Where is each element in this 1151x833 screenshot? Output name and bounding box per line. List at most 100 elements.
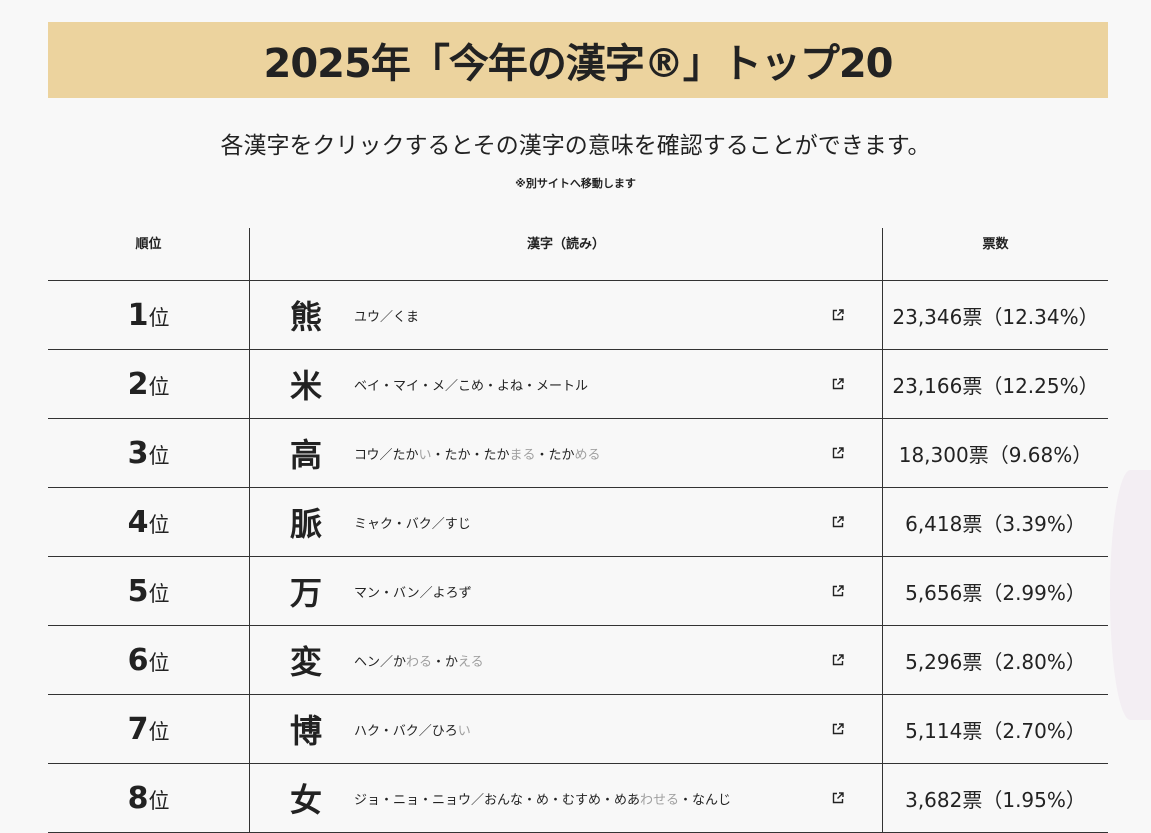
kanji-reading: ユウ／くま (354, 306, 832, 325)
reading-part: マン・バン／よろず (354, 585, 472, 601)
vote-count: 23,166票（12.25%） (892, 373, 1099, 398)
reading-part: ハク・バク／ひろ (354, 723, 458, 739)
reading-part: ユウ／くま (354, 309, 420, 325)
rank-cell: 7位 (48, 694, 250, 764)
title-banner: 2025年「今年の漢字®」トップ20 (48, 22, 1108, 98)
table-row: 3位 高 コウ／たかい・たか・たかまる・たかめる 18,300票（9.68%） (48, 418, 1108, 488)
votes-cell: 18,300票（9.68%） (882, 418, 1108, 488)
rank-cell: 3位 (48, 418, 250, 488)
okurigana: わせる (640, 792, 680, 808)
reading-part: ミャク・バク／すじ (354, 516, 471, 532)
kanji-link[interactable]: 米 ベイ・マイ・メ／こめ・よね・メートル (250, 361, 882, 407)
kanji-cell: 熊 ユウ／くま (249, 280, 883, 350)
external-link-icon (832, 654, 844, 666)
rank-cell: 5位 (48, 556, 250, 626)
okurigana: まる (509, 447, 536, 463)
votes-cell: 5,656票（2.99%） (882, 556, 1108, 626)
okurigana: い (418, 447, 432, 463)
kanji-cell: 脈 ミャク・バク／すじ (249, 487, 883, 557)
table-row: 5位 万 マン・バン／よろず 5,656票（2.99%） (48, 556, 1108, 626)
rank-number: 8 (127, 780, 149, 816)
rank-suffix: 位 (148, 650, 170, 675)
table-row: 2位 米 ベイ・マイ・メ／こめ・よね・メートル 23,166票（12.25%） (48, 349, 1108, 419)
kanji-reading: コウ／たかい・たか・たかまる・たかめる (354, 444, 832, 463)
kanji-reading: ハク・バク／ひろい (354, 720, 832, 739)
table-row: 6位 変 ヘン／かわる・かえる 5,296票（2.80%） (48, 625, 1108, 695)
external-link-icon (832, 309, 844, 321)
votes-cell: 3,682票（1.95%） (882, 763, 1108, 833)
rank-number: 2 (127, 366, 149, 402)
rank-number: 3 (127, 435, 149, 471)
kanji-cell: 女 ジョ・ニョ・ニョウ／おんな・め・むすめ・めあわせる・なんじ (249, 763, 883, 833)
kanji-link[interactable]: 高 コウ／たかい・たか・たかまる・たかめる (250, 430, 882, 476)
table-row: 8位 女 ジョ・ニョ・ニョウ／おんな・め・むすめ・めあわせる・なんじ 3,682… (48, 763, 1108, 833)
vote-count: 18,300票（9.68%） (898, 442, 1093, 467)
kanji-link[interactable]: 変 ヘン／かわる・かえる (250, 637, 882, 683)
rank-number: 6 (127, 642, 149, 678)
rank-number: 4 (127, 504, 149, 540)
reading-part: ヘン／か (354, 654, 407, 670)
vote-count: 5,114票（2.70%） (905, 718, 1086, 743)
column-header-rank: 順位 (48, 228, 250, 281)
kanji-link[interactable]: 脈 ミャク・バク／すじ (250, 499, 882, 545)
column-header-kanji: 漢字（読み） (249, 228, 883, 281)
table-row: 4位 脈 ミャク・バク／すじ 6,418票（3.39%） (48, 487, 1108, 557)
vote-count: 5,296票（2.80%） (905, 649, 1086, 674)
rank-cell: 1位 (48, 280, 250, 350)
kanji-link[interactable]: 博 ハク・バク／ひろい (250, 706, 882, 752)
kanji: 熊 (290, 298, 323, 336)
external-link-icon (832, 585, 844, 597)
rank-cell: 6位 (48, 625, 250, 695)
external-link-icon (832, 792, 844, 804)
kanji-link[interactable]: 女 ジョ・ニョ・ニョウ／おんな・め・むすめ・めあわせる・なんじ (250, 775, 882, 821)
external-link-icon (832, 378, 844, 390)
votes-cell: 23,346票（12.34%） (882, 280, 1108, 350)
table-row: 1位 熊 ユウ／くま 23,346票（12.34%） (48, 280, 1108, 350)
kanji-cell: 博 ハク・バク／ひろい (249, 694, 883, 764)
kanji-cell: 米 ベイ・マイ・メ／こめ・よね・メートル (249, 349, 883, 419)
okurigana: い (457, 723, 471, 739)
kanji: 高 (290, 436, 323, 474)
kanji-cell: 万 マン・バン／よろず (249, 556, 883, 626)
kanji: 万 (290, 574, 323, 612)
rank-suffix: 位 (148, 512, 170, 537)
rank-suffix: 位 (148, 374, 170, 399)
external-link-icon (832, 723, 844, 735)
rank-suffix: 位 (148, 581, 170, 606)
rank-cell: 8位 (48, 763, 250, 833)
rank-suffix: 位 (148, 443, 170, 468)
votes-cell: 5,114票（2.70%） (882, 694, 1108, 764)
external-link-icon (832, 447, 844, 459)
vote-count: 3,682票（1.95%） (905, 787, 1086, 812)
reading-part: ジョ・ニョ・ニョウ／おんな・め・むすめ・めあ (354, 792, 641, 808)
kanji: 米 (290, 367, 323, 405)
ranking-table: 順位 漢字（読み） 票数 1位 熊 ユウ／くま 23,346票（12.34%） … (48, 228, 1108, 833)
kanji-reading: ミャク・バク／すじ (354, 513, 832, 532)
kanji: 変 (290, 643, 323, 681)
rank-cell: 2位 (48, 349, 250, 419)
votes-cell: 23,166票（12.25%） (882, 349, 1108, 419)
external-link-icon (832, 516, 844, 528)
kanji-reading: ジョ・ニョ・ニョウ／おんな・め・むすめ・めあわせる・なんじ (354, 789, 832, 808)
kanji-reading: ヘン／かわる・かえる (354, 651, 832, 670)
reading-part: ・か (432, 654, 459, 670)
kanji: 博 (290, 712, 323, 750)
kanji-reading: マン・バン／よろず (354, 582, 832, 601)
votes-cell: 5,296票（2.80%） (882, 625, 1108, 695)
vote-count: 23,346票（12.34%） (892, 304, 1099, 329)
rank-suffix: 位 (148, 305, 170, 330)
okurigana: える (458, 654, 484, 670)
okurigana: わる (406, 654, 433, 670)
reading-part: ・なんじ (679, 792, 732, 808)
kanji: 女 (290, 781, 323, 819)
kanji-link[interactable]: 熊 ユウ／くま (250, 292, 882, 338)
external-site-note: ※別サイトへ移動します (515, 177, 636, 190)
page-title: 2025年「今年の漢字®」トップ20 (263, 41, 894, 87)
kanji-link[interactable]: 万 マン・バン／よろず (250, 568, 882, 614)
vote-count: 6,418票（3.39%） (905, 511, 1086, 536)
vote-count: 5,656票（2.99%） (905, 580, 1086, 605)
background-decoration (1110, 470, 1151, 720)
kanji-reading: ベイ・マイ・メ／こめ・よね・メートル (354, 375, 832, 394)
rank-cell: 4位 (48, 487, 250, 557)
table-header: 順位 漢字（読み） 票数 (48, 228, 1108, 281)
